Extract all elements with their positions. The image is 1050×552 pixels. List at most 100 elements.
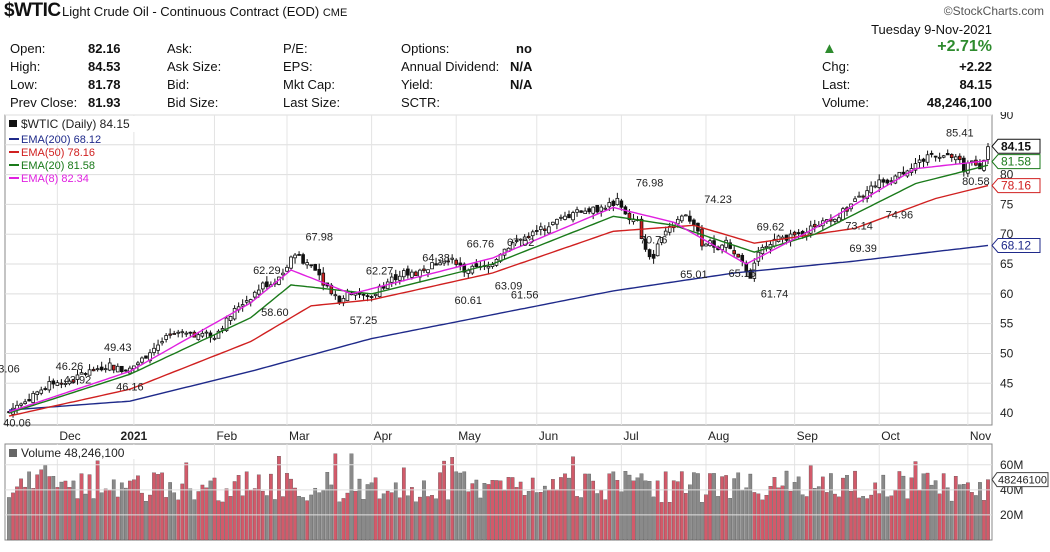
volume-bar bbox=[982, 500, 986, 541]
candle-body bbox=[547, 226, 551, 234]
candle-body bbox=[643, 238, 648, 250]
candle-body bbox=[543, 228, 547, 231]
candle-body bbox=[530, 231, 535, 237]
dividend-value: N/A bbox=[510, 59, 533, 74]
symbol: $WTIC bbox=[4, 0, 61, 21]
volume-bar bbox=[301, 497, 305, 541]
legend-entry: EMA(50) 78.16 bbox=[21, 147, 95, 159]
candle-body bbox=[35, 391, 40, 395]
volume-bar bbox=[551, 479, 555, 541]
price-legend: $WTIC (Daily) 84.15 EMA(200) 68.12EMA(50)… bbox=[6, 116, 166, 185]
volume-bar bbox=[679, 471, 684, 541]
volume-bar bbox=[136, 475, 140, 541]
candle-body bbox=[240, 304, 245, 307]
x-tick-label: Oct bbox=[881, 429, 900, 443]
volume-bar bbox=[542, 485, 547, 541]
volume-bar bbox=[454, 471, 459, 541]
volume-bar bbox=[389, 492, 394, 541]
volume-bar bbox=[808, 465, 813, 541]
candle-body bbox=[591, 206, 595, 214]
volume-bar bbox=[712, 473, 716, 541]
candle-body bbox=[812, 223, 817, 228]
price-legend-title: $WTIC (Daily) 84.15 bbox=[21, 117, 130, 131]
volume-bar bbox=[845, 475, 849, 541]
volume-bar bbox=[184, 462, 189, 541]
volume-bar bbox=[140, 492, 144, 541]
candle-body bbox=[885, 179, 890, 184]
volume-bar bbox=[494, 480, 499, 541]
volume-bar bbox=[559, 477, 563, 541]
volume-bar bbox=[772, 477, 777, 541]
candle-body bbox=[551, 221, 555, 225]
volume-bar bbox=[256, 474, 261, 541]
yield-value: N/A bbox=[510, 77, 533, 92]
candle-body bbox=[188, 331, 193, 334]
ema200-line bbox=[8, 244, 989, 411]
last-label: Last: bbox=[822, 77, 851, 92]
volume-bar bbox=[571, 456, 575, 541]
candle-body bbox=[680, 215, 684, 222]
high-label: High: bbox=[10, 59, 41, 74]
candle-body bbox=[430, 262, 434, 270]
volume-bar bbox=[128, 480, 132, 541]
sctr-label: SCTR: bbox=[401, 95, 440, 110]
volume-legend-title: Volume 48,246,100 bbox=[21, 446, 125, 460]
volume-bar bbox=[132, 479, 136, 541]
volume-bar bbox=[635, 477, 640, 541]
candle-body bbox=[555, 218, 559, 225]
candle-body bbox=[87, 369, 92, 376]
candle-body bbox=[953, 156, 958, 161]
candle-legend-icon bbox=[9, 120, 17, 127]
volume-bar bbox=[418, 496, 422, 541]
candle-body bbox=[462, 263, 467, 273]
candle-body bbox=[83, 373, 88, 375]
ema50-axis-tag-shape bbox=[991, 178, 1041, 194]
volume-bar bbox=[83, 493, 88, 541]
description-text: Light Crude Oil - Continuous Contract (E… bbox=[62, 4, 320, 19]
volume-bar bbox=[700, 502, 704, 541]
volume-bar bbox=[667, 502, 672, 541]
legend-entry: EMA(200) 68.12 bbox=[21, 134, 101, 146]
candle-body bbox=[365, 295, 370, 298]
volume-bar bbox=[87, 474, 92, 541]
volume-bar bbox=[780, 485, 785, 541]
candle-body bbox=[889, 180, 894, 183]
volume-bar bbox=[897, 471, 902, 541]
volume-bar bbox=[200, 484, 205, 541]
candle-body bbox=[474, 263, 479, 268]
volume-bar bbox=[941, 473, 946, 541]
candle-body bbox=[857, 195, 861, 198]
price-tick-label: 40 bbox=[1000, 406, 1014, 420]
candle-body bbox=[514, 240, 519, 242]
candle-body bbox=[422, 268, 426, 272]
volume-bar bbox=[123, 487, 128, 541]
price-annotation: 61.74 bbox=[761, 288, 789, 300]
volume-bar bbox=[79, 473, 84, 541]
candle-body bbox=[595, 204, 600, 213]
legend-header-bg bbox=[6, 116, 166, 132]
price-annotation: 69.39 bbox=[849, 243, 877, 255]
exchange-text: CME bbox=[322, 7, 348, 19]
volume-bar bbox=[974, 495, 978, 541]
candle-body bbox=[27, 399, 31, 402]
candle-body bbox=[869, 185, 873, 194]
candle-body bbox=[704, 243, 708, 247]
volume-bar bbox=[623, 471, 628, 541]
volume-bar bbox=[119, 482, 124, 541]
low-label: Low: bbox=[10, 77, 38, 92]
volume-bar bbox=[393, 482, 398, 541]
candle-body bbox=[865, 190, 869, 199]
dividend-label: Annual Dividend: bbox=[401, 59, 500, 74]
options-value: no bbox=[516, 41, 532, 56]
volume-bar bbox=[732, 478, 737, 541]
volume-bar bbox=[909, 477, 914, 541]
price-tick-label: 75 bbox=[1000, 197, 1014, 211]
volume-bar bbox=[538, 492, 543, 541]
volume-bar bbox=[224, 488, 229, 541]
volume-bar bbox=[688, 484, 692, 541]
x-tick-label: Feb bbox=[216, 429, 237, 443]
candle-body bbox=[913, 163, 918, 171]
volume-bar bbox=[152, 472, 156, 541]
volume-bar bbox=[285, 473, 289, 541]
volume-bar bbox=[361, 499, 366, 541]
